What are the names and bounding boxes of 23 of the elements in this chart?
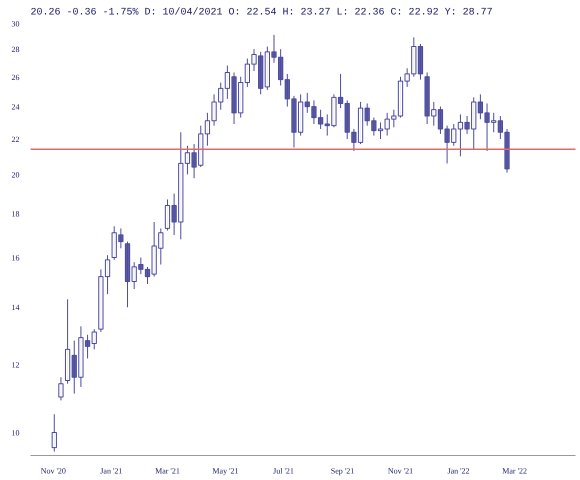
- y-tick-label: 28: [12, 45, 20, 54]
- y-tick-label: 30: [12, 20, 20, 28]
- candlestick: [52, 414, 57, 452]
- y-tick-label: 14: [12, 303, 20, 312]
- x-tick-label: Mar '21: [155, 466, 180, 476]
- chart-title: 20.26 -0.36 -1.75% D: 10/04/2021 O: 22.54 H: 23.27 L: 22.36 C: 22.92 Y: 28.77: [30, 6, 493, 18]
- x-tick-label: Jan '21: [100, 466, 122, 476]
- y-tick-label: 24: [12, 102, 20, 112]
- x-tick-label: Jul '21: [273, 466, 294, 476]
- x-tick-label: Jan '22: [447, 466, 470, 476]
- y-tick-label: 18: [12, 210, 20, 219]
- y-tick-label: 20: [12, 170, 20, 180]
- x-tick-label: Mar '22: [502, 466, 528, 476]
- candlestick: [58, 376, 64, 401]
- y-tick-label: 22: [12, 134, 20, 144]
- x-tick-label: Sep '21: [330, 466, 354, 476]
- y-tick-label: 26: [12, 72, 20, 82]
- x-tick-label: Nov '21: [388, 466, 414, 476]
- y-tick-label: 10: [12, 428, 20, 438]
- y-tick-label: 12: [12, 360, 20, 370]
- x-tick-label: May '21: [212, 466, 239, 476]
- x-tick-label: Nov '20: [40, 466, 66, 476]
- y-tick-label: 16: [12, 254, 20, 263]
